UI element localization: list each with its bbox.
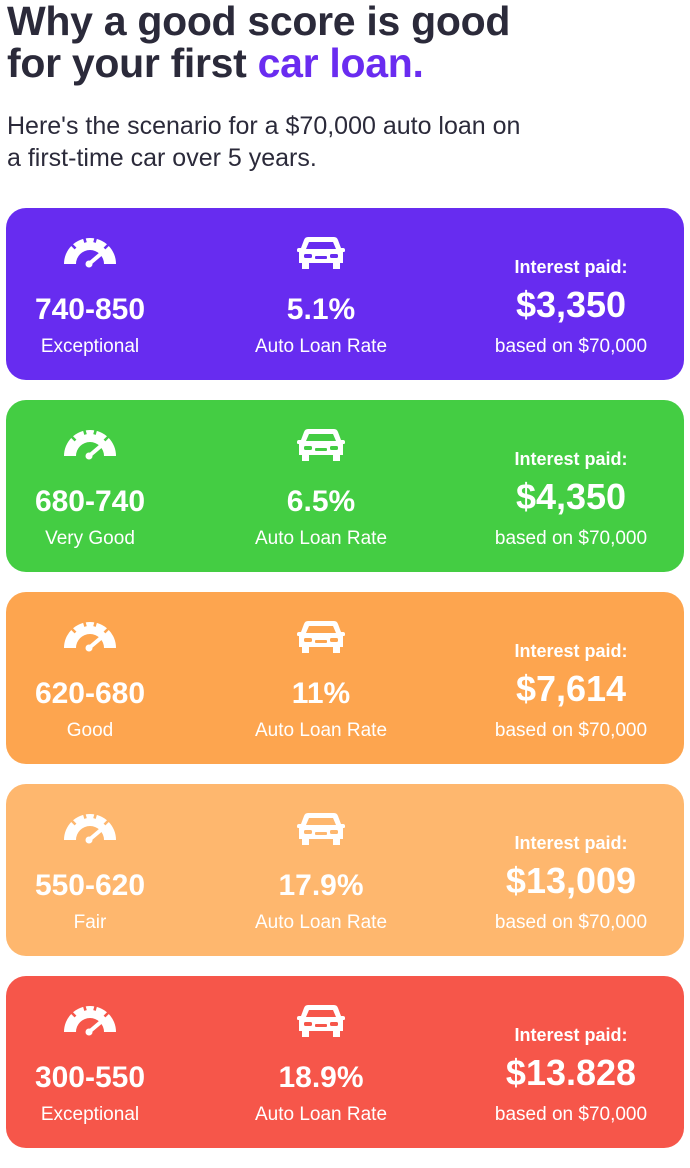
loan-rate: 5.1% bbox=[286, 293, 356, 326]
interest-paid-amount: $4,350 bbox=[515, 476, 627, 517]
interest-paid-label: Interest paid: bbox=[514, 641, 628, 661]
score-range: 740-850 bbox=[34, 293, 146, 326]
interest-paid-label: Interest paid: bbox=[514, 449, 628, 469]
credit-score-column: 550-620 Fair bbox=[6, 784, 174, 956]
interest-paid-column: Interest paid: $13.828 based on $70,000 bbox=[476, 976, 666, 1148]
page-title: Why a good score is good for your first … bbox=[7, 0, 510, 84]
credit-score-column: 680-740 Very Good bbox=[6, 400, 174, 572]
loan-rate: 17.9% bbox=[278, 869, 364, 902]
title-line-2-accent: car loan. bbox=[257, 40, 424, 86]
loan-rate-column: 11% Auto Loan Rate bbox=[221, 592, 421, 764]
interest-paid-label: Interest paid: bbox=[514, 1025, 628, 1045]
score-label: Very Good bbox=[45, 528, 135, 549]
interest-paid-column: Interest paid: $3,350 based on $70,000 bbox=[476, 208, 666, 380]
loan-rate: 11% bbox=[291, 677, 351, 710]
speedometer-gauge-icon bbox=[64, 812, 116, 844]
loan-rate-label: Auto Loan Rate bbox=[254, 336, 388, 357]
loan-rate-column: 6.5% Auto Loan Rate bbox=[221, 400, 421, 572]
speedometer-gauge-icon bbox=[64, 620, 116, 652]
score-range: 620-680 bbox=[34, 677, 146, 710]
loan-rate-column: 5.1% Auto Loan Rate bbox=[221, 208, 421, 380]
score-range: 680-740 bbox=[34, 485, 146, 518]
score-range: 550-620 bbox=[34, 869, 146, 902]
title-line-2-prefix: for your first bbox=[7, 40, 258, 86]
loan-basis-text: based on $70,000 bbox=[494, 912, 648, 933]
subtitle-line-2: a first-time car over 5 years. bbox=[7, 144, 317, 172]
score-card: 680-740 Very Good 6.5% Auto Loan Rate In… bbox=[6, 400, 684, 572]
interest-paid-amount: $7,614 bbox=[515, 668, 627, 709]
credit-score-column: 740-850 Exceptional bbox=[6, 208, 174, 380]
score-card: 620-680 Good 11% Auto Loan Rate Interest… bbox=[6, 592, 684, 764]
score-card: 740-850 Exceptional 5.1% Auto Loan Rate … bbox=[6, 208, 684, 380]
score-range: 300-550 bbox=[34, 1061, 146, 1094]
speedometer-gauge-icon bbox=[64, 1004, 116, 1036]
score-card: 550-620 Fair 17.9% Auto Loan Rate Intere… bbox=[6, 784, 684, 956]
speedometer-gauge-icon bbox=[64, 428, 116, 460]
score-label: Exceptional bbox=[40, 1104, 140, 1125]
title-line-1: Why a good score is good bbox=[7, 0, 511, 44]
loan-rate-column: 18.9% Auto Loan Rate bbox=[221, 976, 421, 1148]
interest-paid-label: Interest paid: bbox=[514, 257, 628, 277]
score-label: Good bbox=[66, 720, 114, 741]
score-label: Fair bbox=[73, 912, 107, 933]
interest-paid-amount: $13.828 bbox=[505, 1052, 637, 1093]
loan-basis-text: based on $70,000 bbox=[494, 528, 648, 549]
credit-score-column: 300-550 Exceptional bbox=[6, 976, 174, 1148]
page-subtitle: Here's the scenario for a $70,000 auto l… bbox=[7, 110, 607, 174]
car-icon bbox=[297, 1005, 345, 1037]
loan-rate-label: Auto Loan Rate bbox=[254, 528, 388, 549]
interest-paid-column: Interest paid: $4,350 based on $70,000 bbox=[476, 400, 666, 572]
loan-rate-label: Auto Loan Rate bbox=[254, 720, 388, 741]
loan-rate-column: 17.9% Auto Loan Rate bbox=[221, 784, 421, 956]
car-icon bbox=[297, 813, 345, 845]
interest-paid-amount: $3,350 bbox=[515, 284, 627, 325]
score-label: Exceptional bbox=[40, 336, 140, 357]
car-icon bbox=[297, 621, 345, 653]
loan-rate: 18.9% bbox=[278, 1061, 364, 1094]
score-card: 300-550 Exceptional 18.9% Auto Loan Rate… bbox=[6, 976, 684, 1148]
credit-score-column: 620-680 Good bbox=[6, 592, 174, 764]
car-icon bbox=[297, 237, 345, 269]
loan-basis-text: based on $70,000 bbox=[494, 336, 648, 357]
loan-basis-text: based on $70,000 bbox=[494, 720, 648, 741]
speedometer-gauge-icon bbox=[64, 236, 116, 268]
interest-paid-column: Interest paid: $13,009 based on $70,000 bbox=[476, 784, 666, 956]
score-card-list: 740-850 Exceptional 5.1% Auto Loan Rate … bbox=[6, 208, 684, 1168]
interest-paid-column: Interest paid: $7,614 based on $70,000 bbox=[476, 592, 666, 764]
loan-rate: 6.5% bbox=[286, 485, 356, 518]
loan-rate-label: Auto Loan Rate bbox=[254, 912, 388, 933]
car-icon bbox=[297, 429, 345, 461]
interest-paid-label: Interest paid: bbox=[514, 833, 628, 853]
loan-basis-text: based on $70,000 bbox=[494, 1104, 648, 1125]
subtitle-line-1: Here's the scenario for a $70,000 auto l… bbox=[7, 112, 521, 140]
loan-rate-label: Auto Loan Rate bbox=[254, 1104, 388, 1125]
interest-paid-amount: $13,009 bbox=[505, 860, 637, 901]
